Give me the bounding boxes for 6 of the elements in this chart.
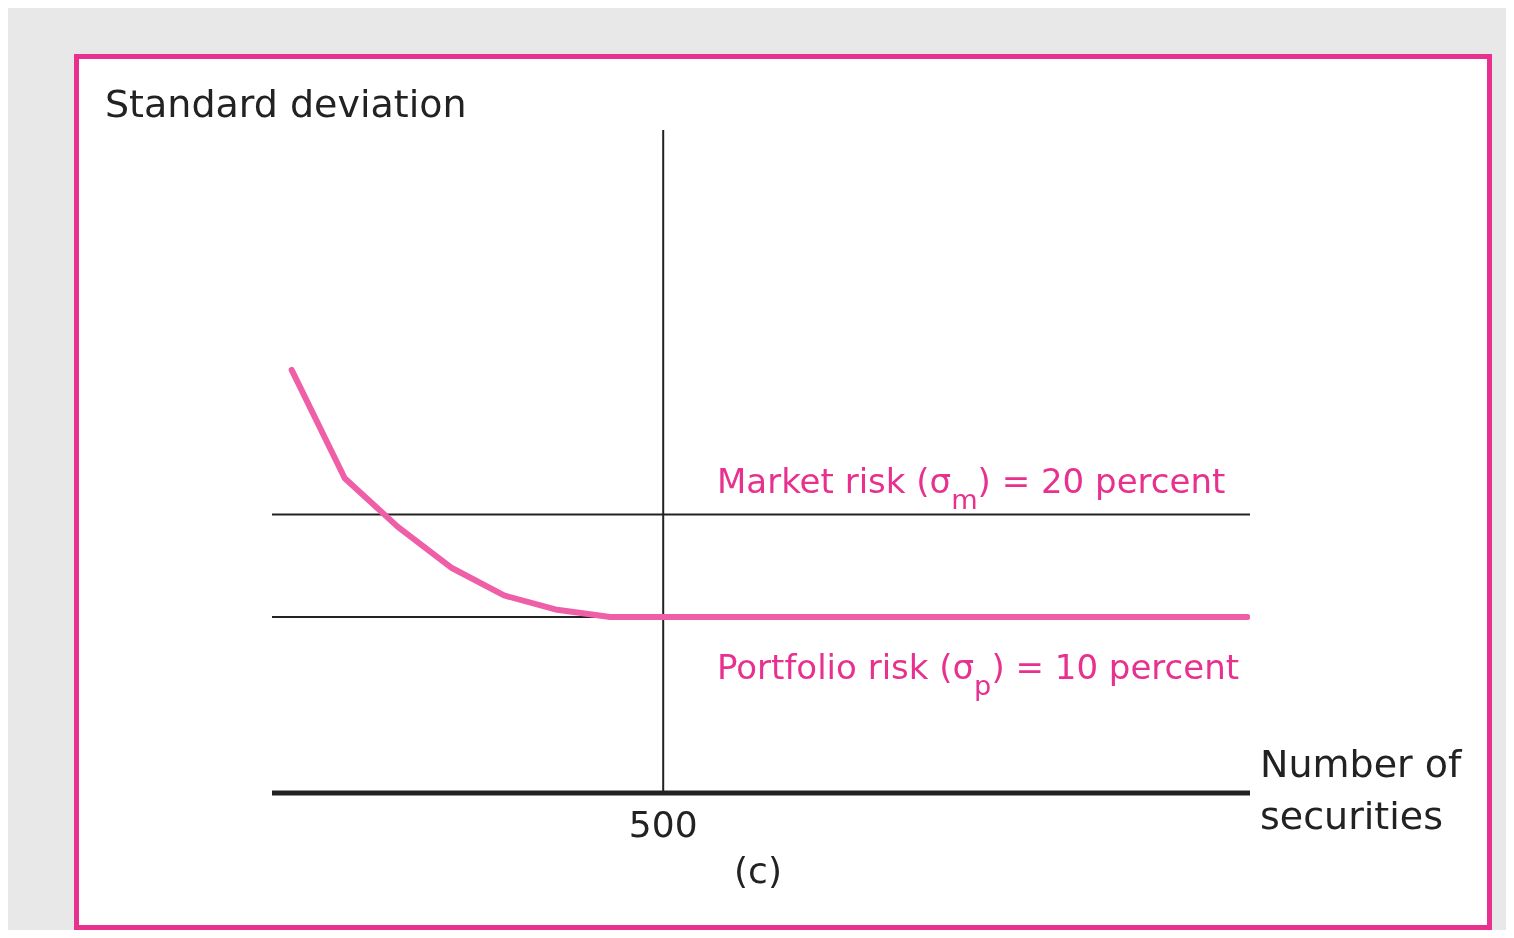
- text: 500: [628, 804, 698, 845]
- x-axis-title: Number of securities: [1260, 741, 1463, 840]
- annotation: Market risk (σ$_{m}$) = 20 percent: [716, 460, 1226, 515]
- text: Standard deviation: [105, 82, 467, 126]
- text: (c): [733, 850, 783, 891]
- annotation: Portfolio risk (σ$_{p}$) = 10 percent: [716, 646, 1240, 701]
